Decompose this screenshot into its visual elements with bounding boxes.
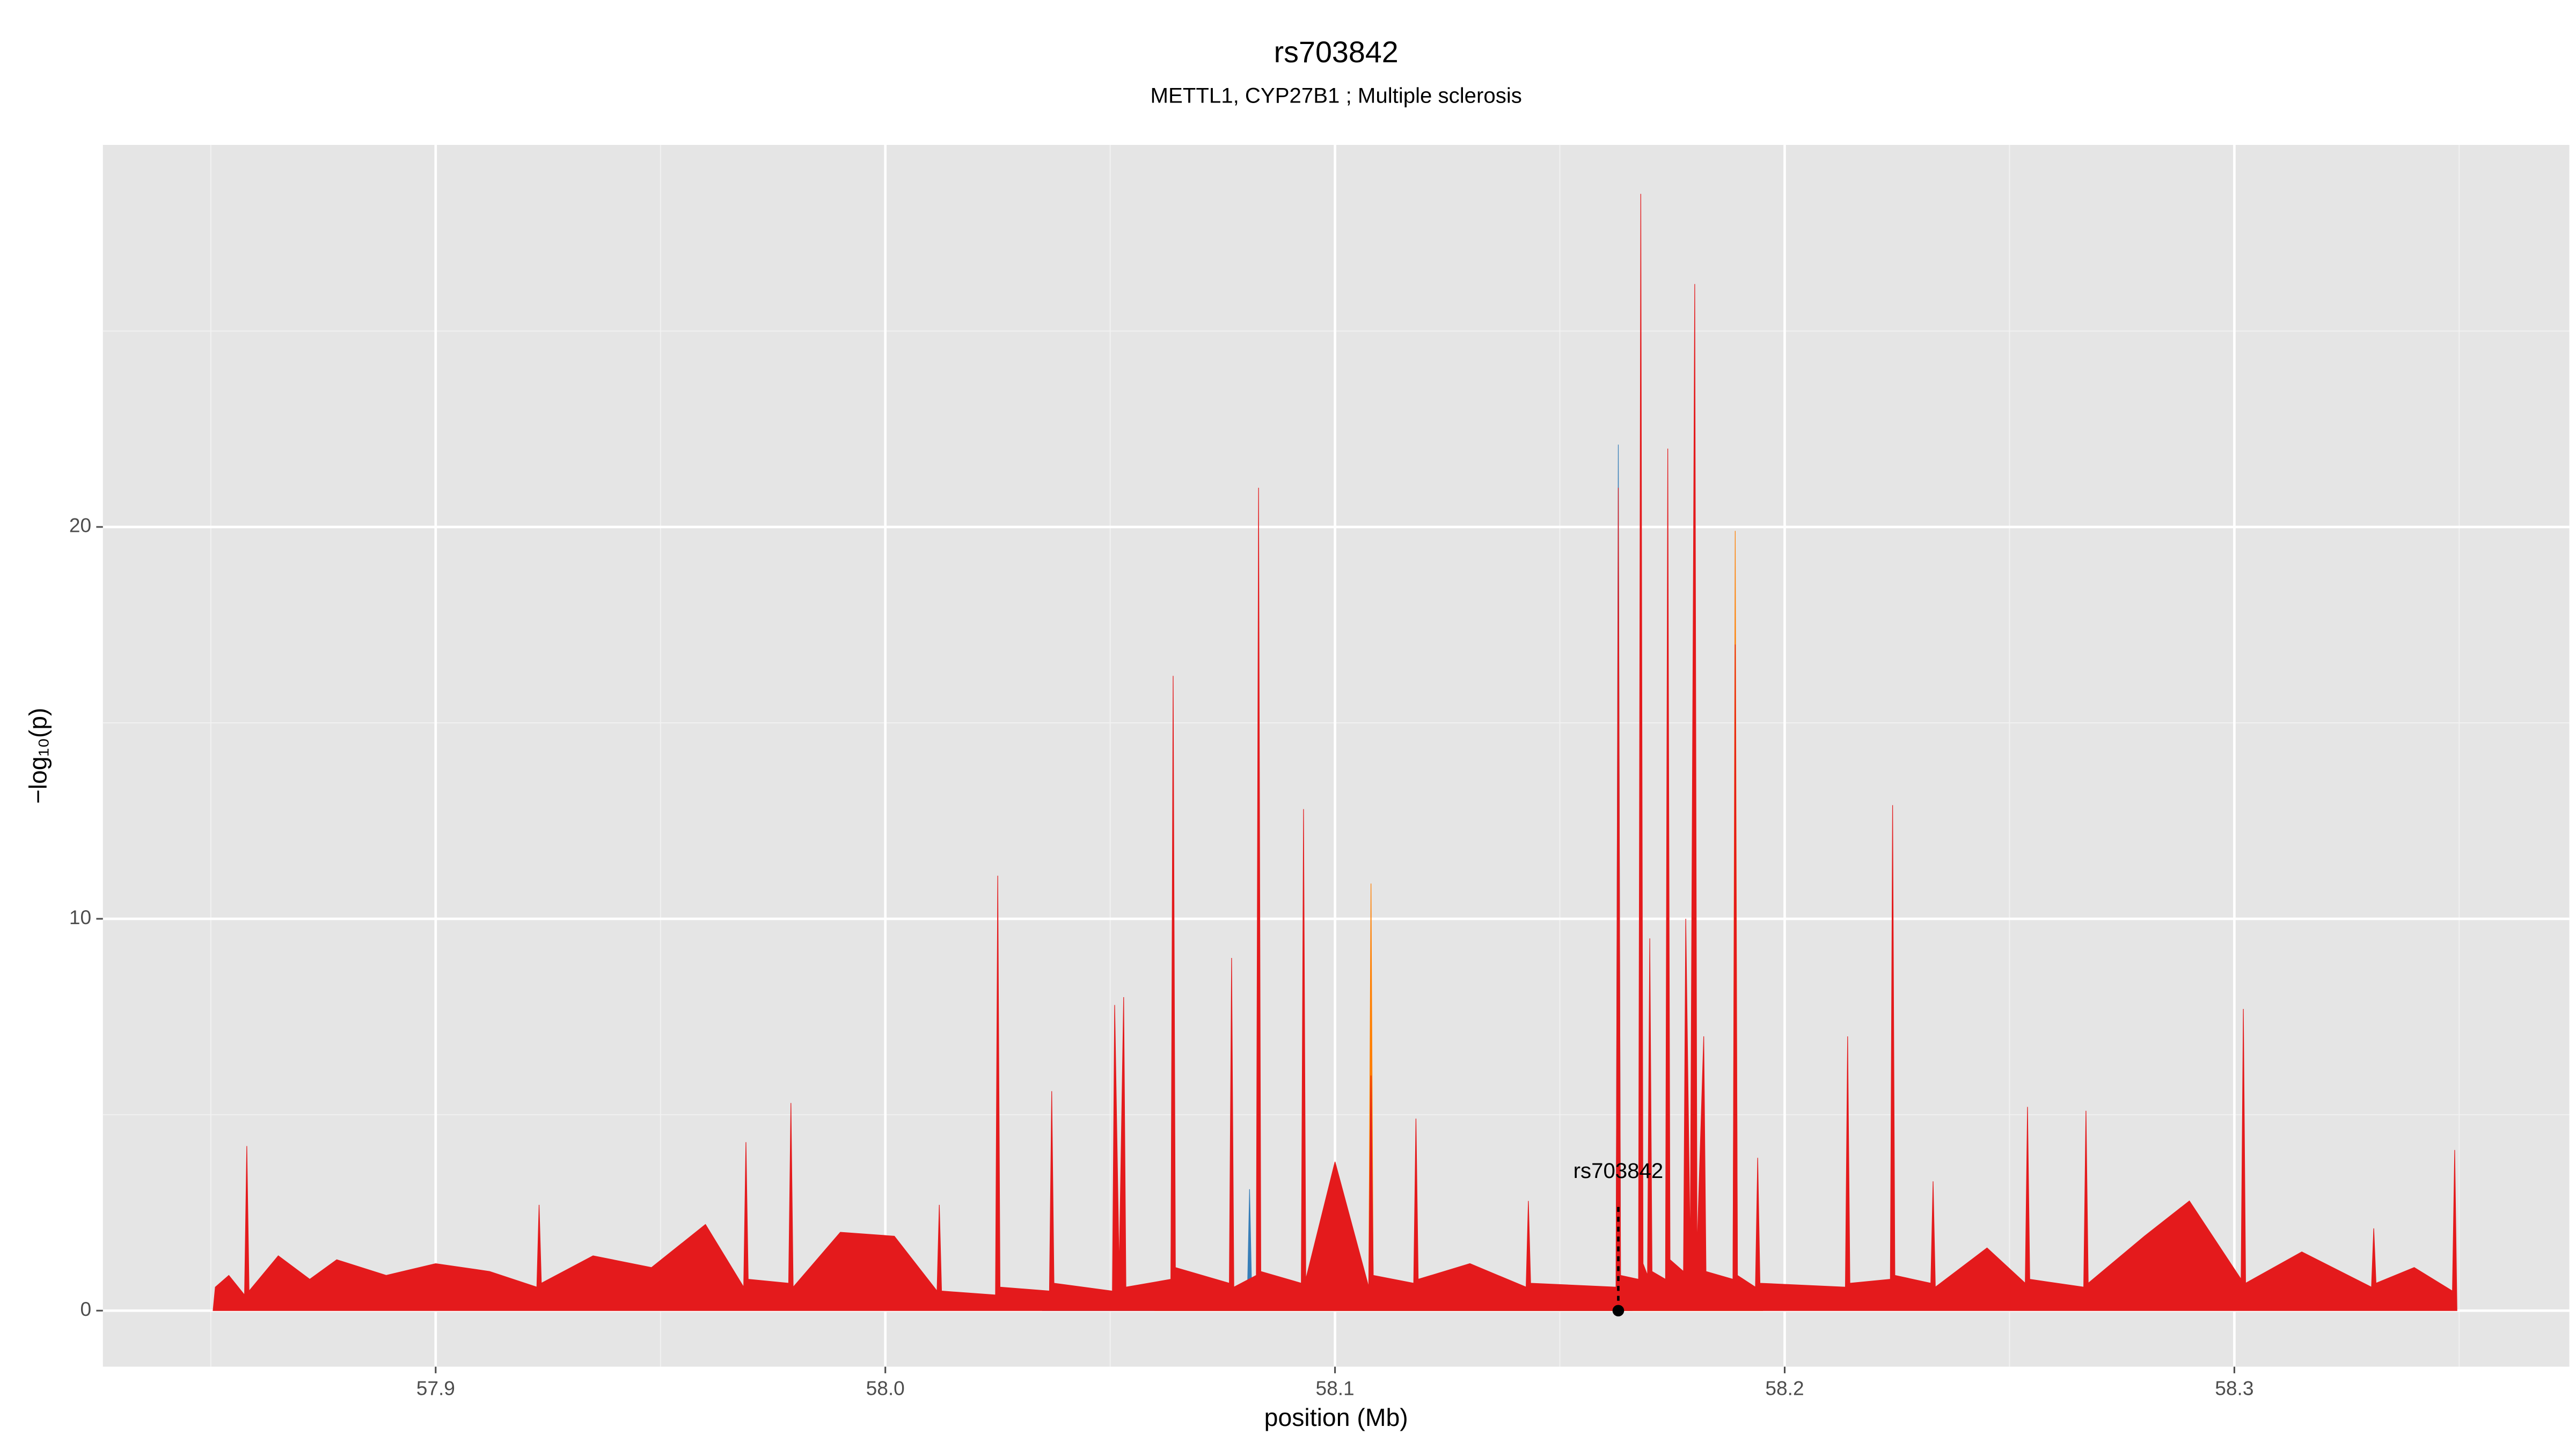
annotation-label: rs703842 (1574, 1159, 1664, 1183)
x-axis-label: position (Mb) (1264, 1403, 1408, 1431)
y-tick-label: 10 (69, 906, 91, 928)
chart-subtitle: METTL1, CYP27B1 ; Multiple sclerosis (1150, 84, 1521, 108)
labels: 57.9 58.0 58.1 58.2 58.3 0 10 20 rs703842 (69, 515, 2254, 1399)
annotation-point (1612, 1305, 1624, 1316)
x-tick-label: 58.0 (866, 1377, 905, 1399)
area (213, 194, 2457, 1311)
x-tick-label: 58.2 (1765, 1377, 1804, 1399)
y-tick-label: 0 (80, 1298, 91, 1320)
y-axis-label: −log₁₀(p) (24, 708, 52, 804)
y-tick-label: 20 (69, 515, 91, 537)
x-tick-label: 57.9 (416, 1377, 455, 1399)
chart-title: rs703842 (1274, 35, 1399, 69)
marks (213, 194, 2457, 1311)
x-tick-label: 58.3 (2215, 1377, 2253, 1399)
x-tick-label: 58.1 (1315, 1377, 1354, 1399)
